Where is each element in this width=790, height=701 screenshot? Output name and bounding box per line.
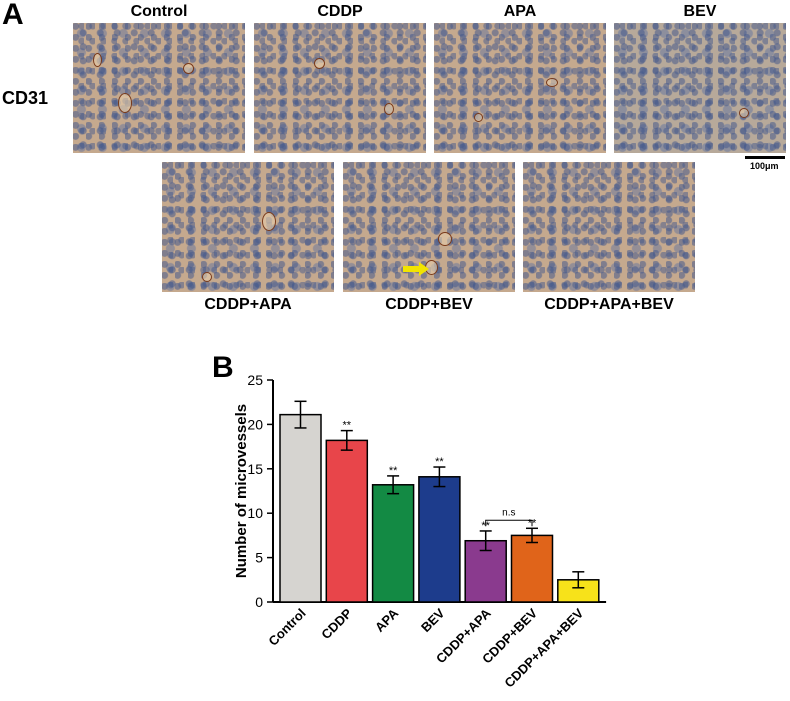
y-tick-label: 25	[247, 372, 263, 388]
y-tick-label: 20	[247, 416, 263, 432]
y-tick-label: 15	[247, 461, 263, 477]
bar	[371, 484, 415, 603]
bar	[418, 476, 461, 603]
y-tick-label: 0	[255, 594, 263, 610]
row-label-cd31: CD31	[2, 88, 49, 108]
x-tick-label: APA	[372, 605, 402, 635]
bar	[279, 413, 322, 603]
micrograph-cddp-apa-bev	[523, 162, 695, 292]
significance-label: **	[528, 517, 537, 529]
ns-label: n.s	[502, 507, 515, 518]
significance-label: **	[389, 465, 398, 477]
bar	[464, 539, 507, 603]
x-tick-label: CDDP+APA	[433, 605, 494, 666]
micrograph-cddp-bev	[343, 162, 515, 292]
x-tick-label: Control	[265, 606, 308, 649]
significance-label: **	[481, 520, 490, 532]
x-tick-label: CDDP+APA+BEV	[501, 605, 586, 690]
label-cddp-apa-bev: CDDP+APA+BEV	[544, 296, 674, 313]
label-apa: APA	[503, 3, 537, 20]
bar	[325, 439, 369, 603]
x-tick-label: CDDP	[318, 605, 355, 642]
micrograph-cddp	[254, 23, 426, 153]
label-cddp: CDDP	[317, 3, 363, 20]
label-control: Control	[130, 3, 188, 20]
label-cddp-bev: CDDP+BEV	[385, 296, 473, 313]
micrograph-bev	[614, 23, 786, 153]
x-tick-label: CDDP+BEV	[479, 605, 540, 666]
micrograph-apa	[434, 23, 606, 153]
x-tick-label: BEV	[418, 605, 448, 635]
scale-bar-label: 100μm	[750, 161, 779, 171]
scale-bar	[745, 156, 785, 159]
label-cddp-apa: CDDP+APA	[204, 296, 292, 313]
bar	[510, 534, 554, 603]
label-bev: BEV	[683, 3, 717, 20]
ns-bracket	[485, 519, 533, 527]
y-tick-label: 5	[255, 550, 263, 566]
arrow-icon	[403, 262, 429, 276]
micrograph-cddp-apa	[162, 162, 334, 292]
significance-label: **	[343, 420, 352, 432]
y-axis-label: Number of microvessels	[233, 404, 250, 578]
panel-b-letter: B	[212, 351, 234, 384]
y-tick-label: 10	[247, 505, 263, 521]
bar	[557, 579, 600, 603]
significance-label: **	[435, 456, 444, 468]
panel-a-letter: A	[2, 0, 24, 31]
micrograph-control	[73, 23, 245, 153]
